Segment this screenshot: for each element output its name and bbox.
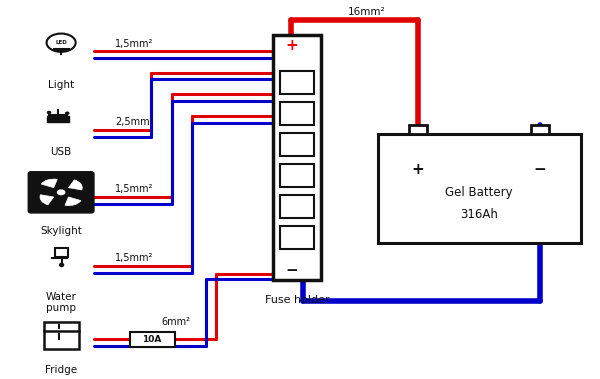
Text: +: +	[285, 38, 298, 53]
Wedge shape	[65, 197, 81, 205]
Bar	[273, 35, 321, 280]
Text: LED: LED	[55, 40, 67, 45]
Bar	[280, 226, 314, 249]
Bar	[531, 125, 549, 134]
Bar	[280, 133, 314, 156]
Bar	[377, 134, 581, 243]
Bar	[55, 247, 68, 257]
FancyBboxPatch shape	[28, 172, 94, 213]
Bar	[130, 332, 175, 346]
Text: −: −	[285, 263, 298, 279]
Wedge shape	[68, 180, 82, 190]
Text: Skylight: Skylight	[40, 226, 82, 236]
Circle shape	[58, 190, 65, 194]
Text: 316Ah: 316Ah	[460, 208, 498, 221]
Text: 1,5mm²: 1,5mm²	[115, 184, 153, 194]
Text: Water
pump: Water pump	[46, 291, 77, 313]
Text: 6mm²: 6mm²	[161, 317, 190, 327]
Text: Fridge: Fridge	[45, 365, 77, 375]
Text: 1,5mm²: 1,5mm²	[115, 253, 153, 263]
Text: Fuse holder: Fuse holder	[265, 294, 329, 305]
Text: −: −	[534, 161, 547, 177]
Bar	[44, 322, 79, 349]
Ellipse shape	[59, 263, 64, 266]
Wedge shape	[40, 195, 54, 205]
Text: Light: Light	[48, 80, 74, 90]
Text: 10A: 10A	[142, 335, 162, 344]
Bar	[280, 71, 314, 94]
Text: USB: USB	[50, 147, 72, 157]
Text: +: +	[412, 161, 425, 177]
Bar	[409, 125, 427, 134]
Text: 2,5mm²: 2,5mm²	[115, 117, 154, 127]
Text: 1,5mm²: 1,5mm²	[115, 39, 153, 49]
Bar	[280, 195, 314, 218]
Bar	[280, 102, 314, 125]
Circle shape	[47, 111, 50, 113]
Bar	[47, 116, 70, 122]
Wedge shape	[41, 179, 57, 188]
Text: Gel Battery: Gel Battery	[445, 186, 513, 199]
Text: 16mm²: 16mm²	[348, 7, 385, 17]
Circle shape	[65, 112, 69, 114]
Bar	[280, 164, 314, 187]
